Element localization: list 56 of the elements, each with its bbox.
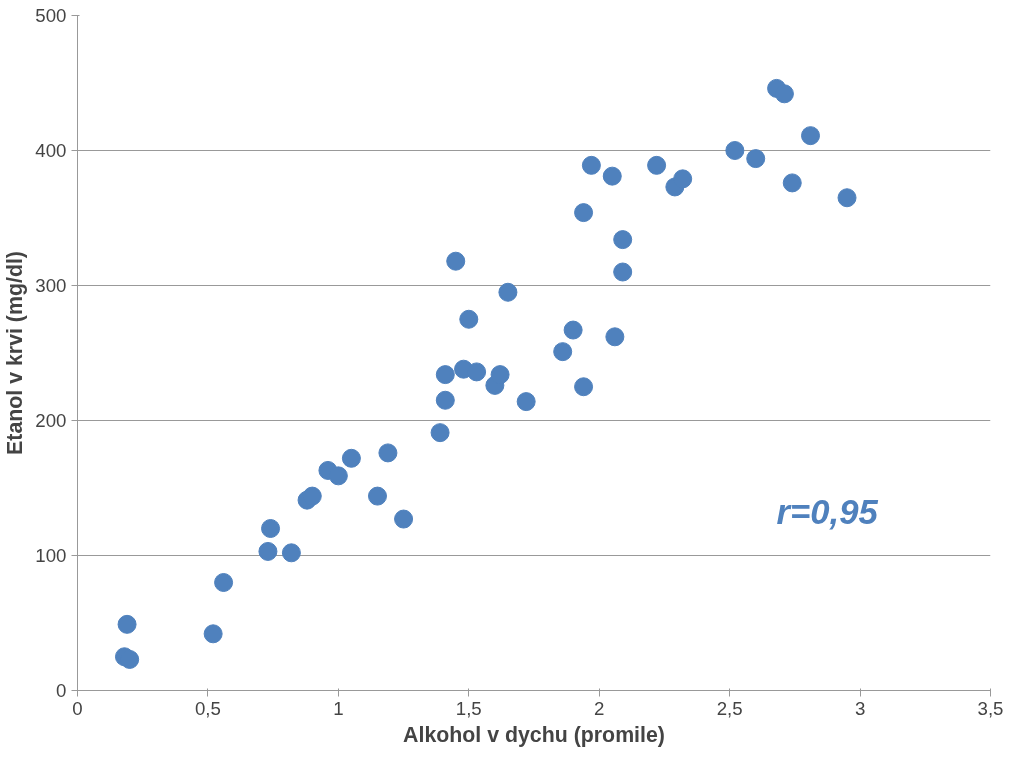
x-tick-label: 3 [854, 697, 866, 719]
point [117, 614, 137, 634]
x-tick-label: 1,5 [455, 697, 482, 719]
x-axis-title: Alkohol v dychu (promile) [403, 722, 665, 747]
point [574, 203, 594, 223]
point [613, 262, 633, 282]
point [647, 155, 667, 175]
y-axis-title: Etanol v krvi (mg/dl) [3, 251, 28, 455]
point [435, 390, 455, 410]
point [120, 649, 140, 669]
y-tick-label: 500 [35, 5, 67, 26]
point [281, 543, 301, 563]
point [446, 251, 466, 271]
point [490, 365, 510, 385]
point [258, 541, 278, 561]
point [459, 309, 479, 329]
point [673, 169, 693, 189]
point [203, 624, 223, 644]
point [435, 365, 455, 385]
y-tick-label: 200 [35, 410, 67, 431]
point [378, 443, 398, 463]
point [261, 519, 281, 538]
point [563, 320, 583, 340]
point [782, 173, 802, 193]
point [430, 423, 450, 443]
point [746, 149, 766, 169]
point [574, 377, 594, 397]
point [467, 362, 487, 382]
point [605, 327, 625, 347]
point [837, 188, 857, 208]
point [602, 166, 622, 186]
point [516, 392, 536, 412]
point [774, 84, 794, 104]
x-tick-label: 2,5 [716, 697, 743, 719]
point [394, 509, 414, 529]
point [302, 486, 322, 506]
y-tick-label: 100 [35, 545, 67, 566]
point [725, 141, 745, 160]
point [328, 466, 348, 486]
y-tick-label: 400 [35, 140, 67, 161]
x-tick-label: 2 [594, 697, 605, 719]
point [553, 342, 573, 362]
point [581, 155, 601, 175]
point [214, 573, 234, 592]
point [613, 230, 633, 250]
point [341, 448, 361, 468]
y-tick-label: 300 [35, 275, 67, 296]
x-tick-label: 3,5 [977, 697, 1004, 719]
x-tick-label: 0 [72, 697, 83, 719]
x-tick-label: 0,5 [194, 697, 221, 719]
x-tick-label: 1 [333, 697, 344, 719]
point [367, 486, 387, 506]
point [801, 126, 821, 146]
point [498, 282, 518, 302]
annotation: r=0,95 [776, 493, 879, 532]
y-tick-label: 0 [56, 680, 67, 701]
